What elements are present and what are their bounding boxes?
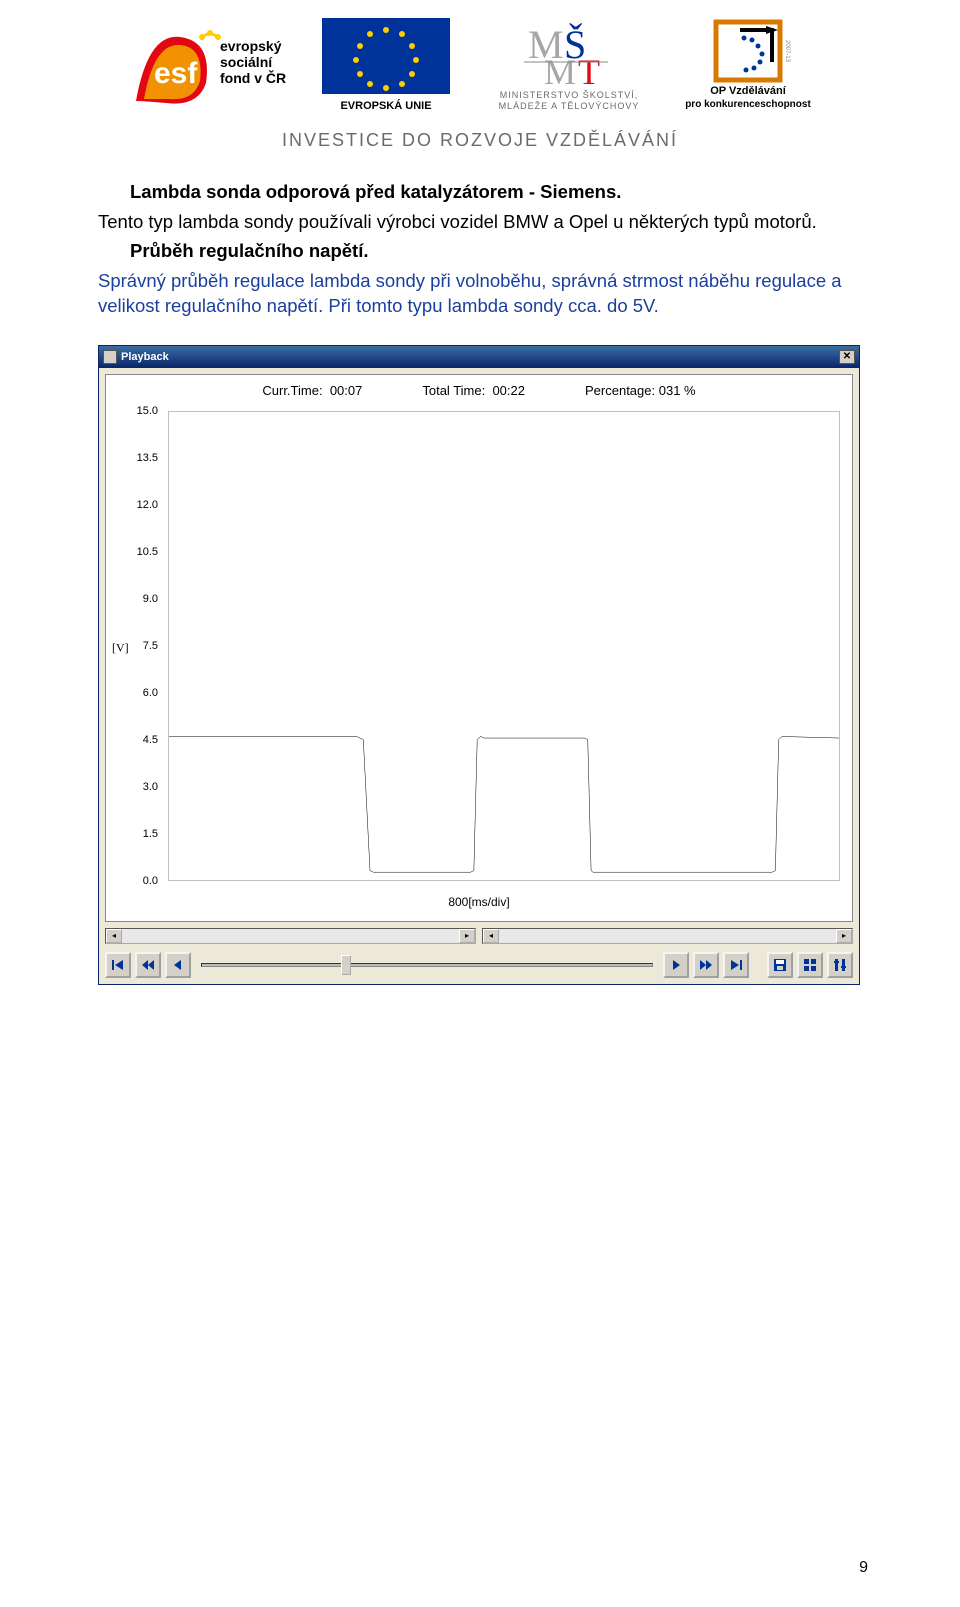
hscroll-left[interactable]: ◂ ▸ <box>105 928 476 944</box>
logo-esf: esf evropský sociální fond v ČR <box>128 23 288 107</box>
fast-forward-button[interactable] <box>693 952 719 978</box>
y-tick: 12.0 <box>137 499 158 511</box>
msmt-line1: MINISTERSTVO ŠKOLSTVÍ, <box>500 90 639 100</box>
paragraph-2b: Při tomto typu lambda sondy cca. do 5V. <box>323 295 659 316</box>
esf-text-2: sociální <box>220 54 273 70</box>
step-back-button[interactable] <box>165 952 191 978</box>
window-titlebar[interactable]: Playback ✕ <box>99 346 859 368</box>
step-forward-button[interactable] <box>663 952 689 978</box>
scroll-left-btn-2[interactable]: ◂ <box>483 929 499 943</box>
svg-text:esf: esf <box>154 57 198 90</box>
chart-info-row: Curr.Time: 00:07 Total Time: 00:22 Perce… <box>106 375 852 398</box>
y-tick: 9.0 <box>143 593 158 605</box>
skip-back-button[interactable] <box>105 952 131 978</box>
y-tick: 6.0 <box>143 687 158 699</box>
curr-time-value: 00:07 <box>330 383 363 398</box>
y-tick: 0.0 <box>143 875 158 887</box>
esf-text-3: fond v ČR <box>220 69 286 86</box>
heading-1: Lambda sonda odporová před katalyzátorem… <box>130 181 621 202</box>
window-title: Playback <box>121 351 169 363</box>
y-tick: 10.5 <box>137 546 158 558</box>
total-time-value: 00:22 <box>492 383 525 398</box>
paragraph-1: Tento typ lambda sondy používali výrobci… <box>98 209 862 235</box>
page-number: 9 <box>859 1559 868 1577</box>
playback-window: Playback ✕ Curr.Time: 00:07 Total Time: … <box>98 345 860 985</box>
svg-text:2007-13: 2007-13 <box>784 40 790 63</box>
logo-msmt: M Š M T MINISTERSTVO ŠKOLSTVÍ, MLÁDEŽE A… <box>484 18 654 112</box>
settings-button[interactable] <box>827 952 853 978</box>
scroll-right-btn-2[interactable]: ▸ <box>836 929 852 943</box>
logo-eu: EVROPSKÁ UNIE <box>316 18 456 112</box>
playback-controls <box>99 948 859 984</box>
waveform-line <box>169 412 839 880</box>
y-tick: 4.5 <box>143 734 158 746</box>
svg-text:T: T <box>578 52 600 92</box>
header-logo-row: esf evropský sociální fond v ČR EVROPSKÁ… <box>0 0 960 120</box>
hscroll-right[interactable]: ◂ ▸ <box>482 928 853 944</box>
y-tick: 1.5 <box>143 828 158 840</box>
msmt-line2: MLÁDEŽE A TĚLOVÝCHOVY <box>499 101 640 111</box>
y-tick: 7.5 <box>143 640 158 652</box>
op-line2: pro konkurenceschopnost <box>685 99 811 110</box>
x-axis-label: 800[ms/div] <box>448 895 509 909</box>
svg-text:M: M <box>544 52 576 92</box>
window-icon <box>103 350 117 364</box>
curr-time-label: Curr.Time: <box>262 383 322 398</box>
rewind-button[interactable] <box>135 952 161 978</box>
save-button[interactable] <box>767 952 793 978</box>
slider-thumb[interactable] <box>341 955 351 975</box>
grid-button[interactable] <box>797 952 823 978</box>
close-button[interactable]: ✕ <box>839 350 855 364</box>
op-line1: OP Vzdělávání <box>710 85 787 97</box>
logo-op: 2007-13 OP Vzdělávání pro konkurencescho… <box>682 18 832 112</box>
esf-text-1: evropský <box>220 38 282 54</box>
header-tagline: INVESTICE DO ROZVOJE VZDĚLÁVÁNÍ <box>0 130 960 151</box>
eu-label: EVROPSKÁ UNIE <box>340 99 431 112</box>
y-tick: 15.0 <box>137 405 158 417</box>
scroll-right-btn[interactable]: ▸ <box>459 929 475 943</box>
scrollbar-row: ◂ ▸ ◂ ▸ <box>99 928 859 948</box>
content-text: Lambda sonda odporová před katalyzátorem… <box>0 179 960 319</box>
heading-2: Průběh regulačního napětí. <box>130 240 368 261</box>
total-time-label: Total Time: <box>422 383 485 398</box>
skip-forward-button[interactable] <box>723 952 749 978</box>
y-tick: 13.5 <box>137 452 158 464</box>
position-slider[interactable] <box>201 955 653 975</box>
percentage-label: Percentage: <box>585 383 655 398</box>
y-tick: 3.0 <box>143 781 158 793</box>
plot-area <box>168 411 840 881</box>
percentage-value: 031 % <box>659 383 696 398</box>
y-axis-label: [V] <box>112 640 129 655</box>
chart-canvas: Curr.Time: 00:07 Total Time: 00:22 Perce… <box>105 374 853 922</box>
scroll-left-btn[interactable]: ◂ <box>106 929 122 943</box>
